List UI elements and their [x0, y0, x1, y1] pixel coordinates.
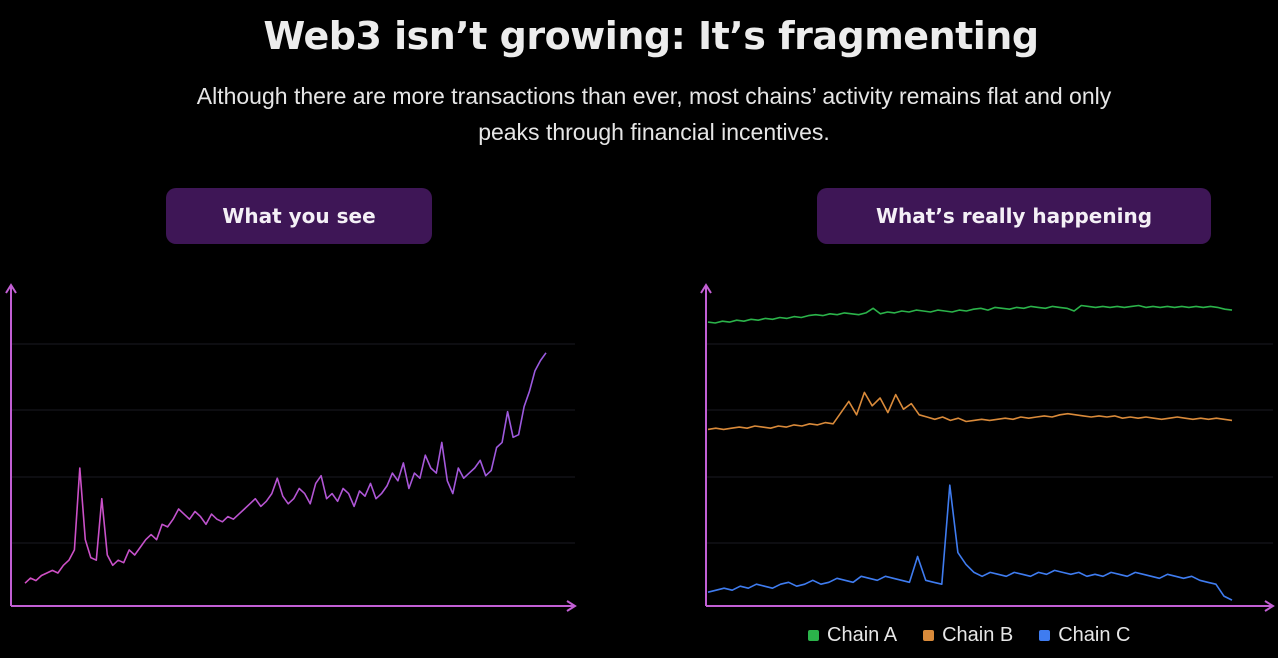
chain-b-series-line [707, 391, 1233, 431]
total-series-line [24, 352, 547, 584]
legend-chain-b-label: Chain B [942, 624, 1014, 646]
legend-chain-a-label: Chain A [827, 624, 898, 646]
legend-chain-b-swatch [923, 630, 935, 641]
legend-chain-a-swatch [808, 630, 819, 641]
what-you-see-label: What you see [166, 188, 432, 244]
x-axis-arrow [566, 600, 577, 612]
y-axis-arrow [700, 283, 712, 294]
left-chart [5, 283, 577, 612]
chain-c-series-line [707, 484, 1233, 601]
legend-chain-a: Chain A [808, 624, 897, 647]
page-title: Web3 isn’t growing: It’s fragmenting [263, 14, 1039, 58]
whats-really-happening-text: What’s really happening [875, 204, 1153, 228]
legend-chain-c: Chain C [1039, 624, 1130, 647]
whats-really-happening-label: What’s really happening [817, 188, 1211, 244]
chain-a-series-line [707, 304, 1233, 324]
y-axis-arrow [5, 283, 17, 294]
page-subtitle: Although there are more transactions tha… [196, 83, 1112, 145]
what-you-see-text: What you see [222, 204, 376, 228]
chart-legend: Chain A Chain B Chain C [808, 624, 1130, 647]
right-chart [700, 283, 1275, 612]
legend-chain-c-swatch [1039, 630, 1051, 641]
legend-chain-c-label: Chain C [1058, 624, 1131, 646]
x-axis-arrow [1264, 600, 1275, 612]
legend-chain-b: Chain B [923, 624, 1013, 647]
